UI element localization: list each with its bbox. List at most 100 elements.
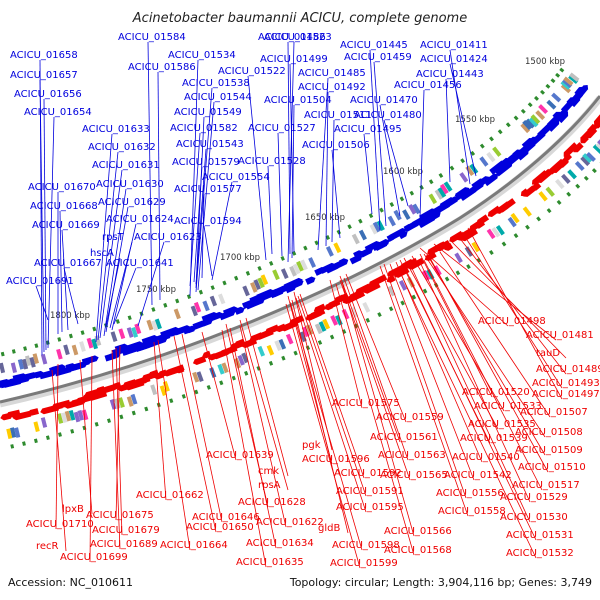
cog-category-block — [486, 228, 496, 240]
reverse-gene-label: ACICU_01489 — [536, 364, 600, 375]
cog-category-block — [545, 186, 555, 197]
reverse-gene-label: ACICU_01592 — [334, 468, 402, 479]
cog-category-block — [300, 259, 308, 271]
tick-label: 1650 kbp — [305, 213, 345, 223]
forward-gene-arrow — [81, 355, 99, 366]
reverse-gene-label: ACICU_01530 — [500, 512, 568, 523]
cog-category-block — [434, 189, 444, 200]
reverse-gene-label: ACICU_01598 — [332, 540, 400, 551]
forward-gene-label: ACICU_01480 — [354, 110, 422, 121]
forward-leader-line — [105, 257, 121, 327]
cog-category-block — [479, 156, 489, 167]
forward-gene-arrow — [349, 254, 363, 265]
cog-category-block — [64, 410, 72, 422]
rna-feature-mark — [303, 245, 308, 251]
forward-gene-label: ACICU_01668 — [30, 201, 98, 212]
reverse-gene-arrow — [264, 324, 280, 335]
rna-feature-mark — [57, 337, 62, 342]
reverse-leader-line — [285, 303, 361, 569]
rna-feature-mark — [317, 340, 323, 345]
reverse-gene-label: ACICU_01575 — [332, 398, 400, 409]
cog-category-block — [574, 160, 585, 172]
reverse-gene-label: ACICU_01639 — [206, 450, 274, 461]
cog-category-block — [351, 233, 360, 245]
reverse-gene-arrow — [498, 198, 516, 213]
reverse-gene-arrow — [101, 384, 116, 393]
forward-gene-label: ACICU_01534 — [168, 50, 236, 61]
reverse-gene-label: ACICU_01628 — [238, 497, 306, 508]
cog-category-block — [21, 358, 29, 370]
reverse-leader-line — [403, 265, 537, 541]
rna-feature-mark — [566, 191, 572, 197]
rna-feature-mark — [45, 435, 50, 441]
reverse-gene-label: ACICU_01622 — [256, 517, 324, 528]
reverse-gene-arrow — [355, 283, 372, 295]
cog-category-block — [333, 242, 342, 254]
rna-feature-mark — [198, 289, 204, 295]
reverse-gene-label: ACICU_01675 — [86, 510, 154, 521]
reverse-gene-label: ACICU_01498 — [478, 316, 546, 327]
cog-category-block — [81, 409, 89, 421]
forward-gene-label: ACICU_01691 — [6, 276, 74, 287]
rna-feature-mark — [536, 216, 542, 222]
forward-gene-label: ACICU_01669 — [32, 220, 100, 231]
reverse-gene-arrow — [51, 399, 71, 410]
reverse-gene-label: ACICU_01699 — [60, 552, 128, 563]
cog-category-block — [272, 269, 280, 281]
rna-feature-mark — [34, 343, 39, 349]
cog-category-block — [253, 279, 261, 290]
rna-feature-mark — [0, 351, 5, 357]
rna-feature-mark — [222, 280, 227, 286]
reverse-leader-line — [409, 263, 531, 523]
cog-category-block — [280, 268, 289, 279]
forward-gene-arrow — [114, 343, 129, 353]
reverse-leader-line — [449, 239, 567, 359]
forward-gene-label: ACICU_01629 — [98, 197, 166, 208]
reverse-leader-line — [439, 251, 551, 418]
forward-gene-arrow — [205, 311, 224, 323]
reverse-leader-line — [289, 301, 363, 551]
cog-category-block — [56, 413, 64, 424]
forward-leader-line — [113, 267, 137, 325]
reverse-gene-label: ACICU_01510 — [518, 462, 586, 473]
forward-gene-arrow — [455, 187, 470, 199]
forward-gene-label: ACICU_01527 — [248, 123, 316, 134]
forward-gene-label: ACICU_01554 — [202, 172, 270, 183]
reverse-gene-label: ACICU_01559 — [376, 412, 444, 423]
forward-gene-arrow — [474, 176, 490, 189]
reverse-leader-line — [339, 279, 411, 481]
rna-feature-mark — [268, 360, 274, 366]
rna-feature-mark — [280, 255, 285, 261]
forward-leader-line — [445, 78, 451, 183]
rna-feature-mark — [534, 95, 539, 101]
cog-category-block — [63, 344, 70, 356]
reverse-leader-line — [467, 227, 563, 400]
cog-category-block — [580, 156, 591, 167]
cog-category-block — [202, 300, 210, 312]
reverse-gene-label: ACICU_01508 — [515, 427, 583, 438]
cog-category-block — [192, 371, 200, 383]
forward-gene-arrow — [398, 230, 408, 240]
forward-gene-label: ACICU_01443 — [416, 69, 484, 80]
forward-gene-label: ACICU_01657 — [10, 70, 78, 81]
cog-category-block — [308, 257, 317, 268]
rna-feature-mark — [556, 199, 562, 205]
forward-leader-line — [325, 91, 329, 247]
cog-category-block — [459, 172, 469, 183]
reverse-gene-label: ACICU_01529 — [500, 492, 568, 503]
forward-gene-label: ACICU_01630 — [96, 179, 164, 190]
rna-feature-mark — [513, 233, 519, 239]
forward-leader-line — [331, 149, 341, 239]
forward-leader-line — [147, 41, 153, 306]
cog-category-block — [285, 333, 294, 345]
cog-category-block — [555, 178, 565, 190]
backbone-circle — [0, 95, 600, 404]
cog-category-block — [568, 74, 579, 84]
reverse-gene-label: ACICU_01664 — [160, 540, 228, 551]
rna-feature-mark — [476, 257, 482, 263]
reverse-leader-line — [411, 255, 505, 412]
cog-category-block — [469, 163, 479, 175]
cog-category-block — [196, 371, 204, 382]
reverse-gene-label: ACICU_01520 — [462, 387, 530, 398]
cog-category-block — [495, 224, 505, 236]
